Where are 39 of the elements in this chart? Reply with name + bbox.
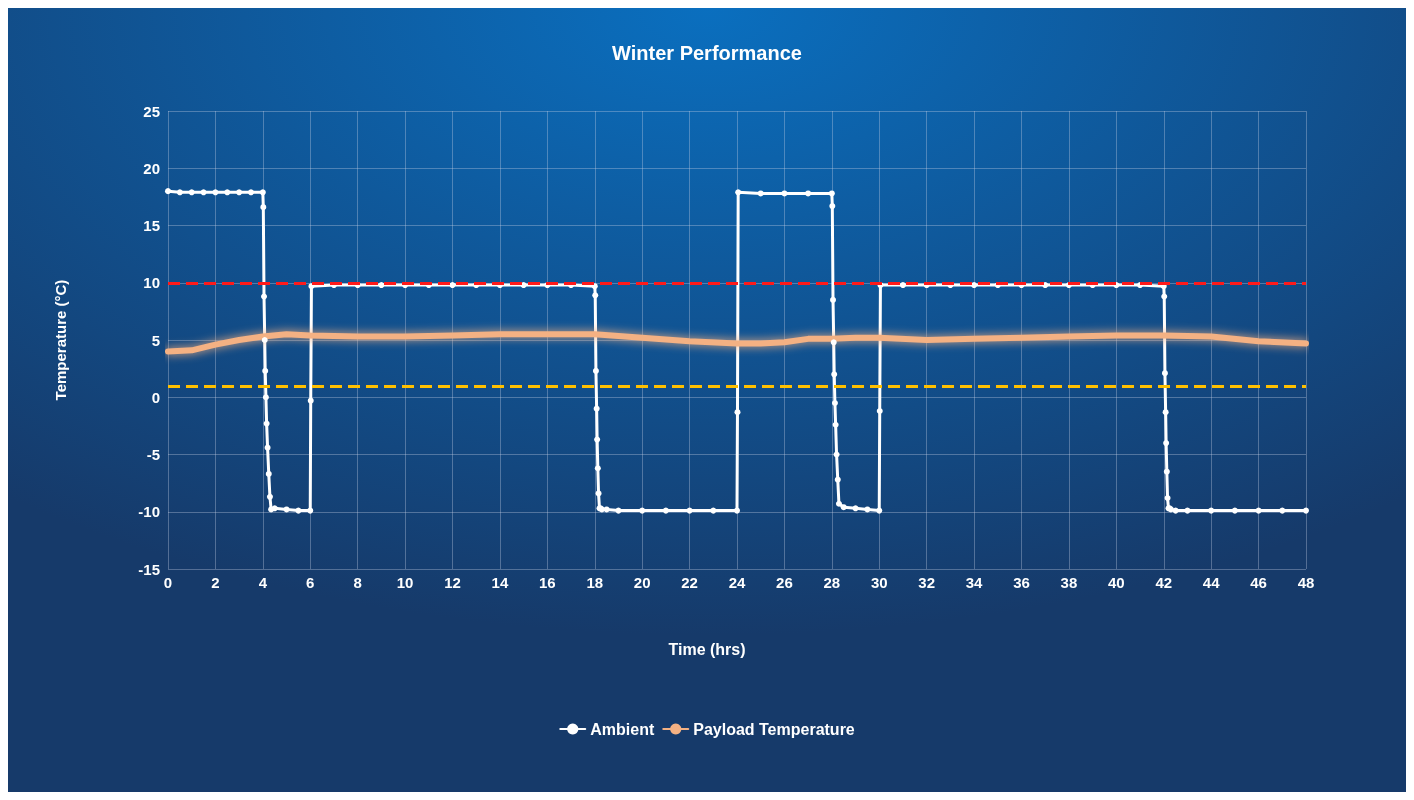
y-tick-label: 20: [143, 159, 160, 177]
x-tick-label: 14: [491, 574, 509, 591]
x-tick-label: 4: [258, 574, 268, 591]
x-tick-label: 24: [728, 574, 746, 591]
x-tick-label: 34: [965, 574, 984, 591]
x-tick-label: 12: [444, 574, 461, 591]
x-tick-label: 40: [1107, 574, 1125, 591]
y-tick-label: -5: [146, 446, 160, 463]
y-tick-label: 0: [151, 388, 160, 406]
x-tick-label: 38: [1060, 574, 1078, 591]
x-tick-label: 48: [1297, 574, 1315, 591]
y-tick-label: 10: [143, 274, 160, 292]
legend-label: Ambient: [590, 720, 655, 738]
x-tick-label: 0: [163, 574, 173, 591]
x-tick-label: 32: [918, 574, 936, 591]
x-axis-title: Time (hrs): [668, 640, 746, 658]
x-tick-label: 36: [1013, 574, 1030, 591]
x-tick-label: 10: [396, 574, 414, 591]
y-axis-title: Temperature (°C): [52, 279, 69, 401]
x-tick-label: 26: [776, 574, 793, 591]
y-tick-label: 5: [151, 331, 160, 349]
y-tick-label: -15: [138, 560, 160, 578]
x-tick-label: 44: [1202, 574, 1221, 591]
y-tick-label: -10: [138, 503, 160, 521]
x-tick-label: 6: [306, 574, 315, 591]
x-tick-label: 8: [353, 574, 362, 591]
x-tick-label: 30: [870, 574, 888, 591]
x-tick-label: 42: [1155, 574, 1173, 591]
y-tick-label: 15: [143, 217, 160, 234]
x-tick-label: 2: [211, 574, 220, 591]
x-tick-label: 22: [681, 574, 698, 591]
x-tick-label: 16: [538, 574, 556, 591]
legend-label: Payload Temperature: [693, 720, 855, 738]
x-tick-label: 28: [823, 574, 841, 591]
y-tick-label: 25: [143, 102, 160, 120]
x-tick-label: 46: [1250, 574, 1267, 591]
chart-title: Winter Performance: [612, 42, 802, 64]
x-tick-label: 20: [633, 574, 651, 591]
x-tick-label: 18: [586, 574, 604, 591]
